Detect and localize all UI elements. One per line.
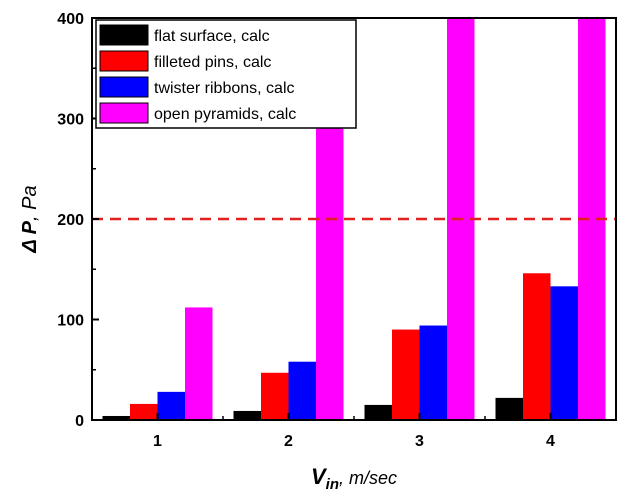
- legend: flat surface, calc filleted pins, calc twi…: [95, 19, 357, 129]
- bar-3-cat-1: [157, 391, 185, 420]
- legend-swatch-1: [99, 24, 149, 46]
- x-tick-label-1: 1: [153, 433, 162, 450]
- axes-layer: 0 100 200 300 400 1 2 3 4: [57, 11, 617, 450]
- bars-layer: [102, 18, 606, 421]
- bar-2-cat-2: [261, 372, 289, 420]
- bar-2-cat-3: [392, 329, 420, 420]
- legend-label-3: twister ribbons, calc: [154, 80, 295, 97]
- x-axis-title-unit: , m/sec: [339, 468, 397, 488]
- y-axis-title-unit: , Pa: [19, 185, 41, 221]
- x-axis-title-main: V: [311, 464, 328, 489]
- y-axis-title-main: Δ P: [19, 220, 41, 253]
- bar-4-cat-2: [316, 122, 344, 421]
- bar-3-cat-4: [550, 286, 578, 420]
- bar-3-cat-2: [288, 361, 316, 420]
- y-tick-label-300: 300: [57, 112, 84, 129]
- bar-1-cat-1: [102, 415, 130, 420]
- x-tick-label-3: 3: [415, 433, 424, 450]
- bar-3-cat-3: [419, 325, 447, 420]
- bar-1-cat-3: [364, 404, 392, 420]
- legend-swatch-3: [99, 76, 149, 98]
- x-tick-label-4: 4: [546, 433, 555, 450]
- y-axis-title: Δ P, Pa: [19, 185, 41, 253]
- y-tick-label-0: 0: [75, 413, 84, 430]
- x-tick-label-2: 2: [284, 433, 293, 450]
- y-tick-label-100: 100: [57, 313, 84, 330]
- legend-label-4: open pyramids, calc: [154, 106, 296, 123]
- bar-4-cat-1: [185, 307, 213, 420]
- y-tick-label-200: 200: [57, 212, 84, 229]
- legend-label-2: filleted pins, calc: [154, 54, 271, 71]
- bar-1-cat-2: [233, 410, 261, 420]
- bar-1-cat-4: [495, 397, 523, 420]
- y-tick-label-400: 400: [57, 11, 84, 28]
- legend-swatch-4: [99, 102, 149, 124]
- legend-label-1: flat surface, calc: [154, 28, 270, 45]
- bar-2-cat-1: [130, 403, 158, 420]
- legend-swatch-2: [99, 50, 149, 72]
- x-axis-title: Vin, m/sec: [311, 464, 397, 493]
- bar-2-cat-4: [523, 273, 551, 420]
- x-axis-title-sub: in: [326, 476, 339, 493]
